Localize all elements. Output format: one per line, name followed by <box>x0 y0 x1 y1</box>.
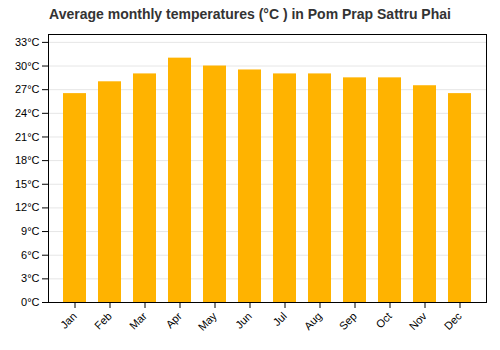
svg-text:Apr: Apr <box>163 310 184 331</box>
svg-text:Dec: Dec <box>442 309 465 332</box>
svg-text:Sep: Sep <box>337 310 359 332</box>
svg-text:Jul: Jul <box>270 310 288 328</box>
svg-text:33°C: 33°C <box>15 36 40 48</box>
svg-text:0°C: 0°C <box>21 296 40 308</box>
svg-text:Mar: Mar <box>127 310 149 332</box>
svg-text:May: May <box>196 309 220 333</box>
svg-text:Jan: Jan <box>58 310 79 331</box>
svg-text:21°C: 21°C <box>15 130 40 142</box>
svg-text:6°C: 6°C <box>21 249 40 261</box>
svg-text:15°C: 15°C <box>15 178 40 190</box>
svg-text:Jun: Jun <box>233 310 254 331</box>
svg-text:Aug: Aug <box>302 310 324 332</box>
svg-text:9°C: 9°C <box>21 225 40 237</box>
svg-text:12°C: 12°C <box>15 201 40 213</box>
svg-text:30°C: 30°C <box>15 60 40 72</box>
svg-text:Oct: Oct <box>373 310 394 331</box>
svg-text:3°C: 3°C <box>21 272 40 284</box>
svg-text:Nov: Nov <box>407 309 430 332</box>
svg-text:18°C: 18°C <box>15 154 40 166</box>
svg-text:Feb: Feb <box>92 310 114 332</box>
html-text:Average monthly temperatures (: Average monthly temperatures (°C ) in Po… <box>49 6 451 22</box>
svg-text:24°C: 24°C <box>15 107 40 119</box>
svg-text:27°C: 27°C <box>15 83 40 95</box>
